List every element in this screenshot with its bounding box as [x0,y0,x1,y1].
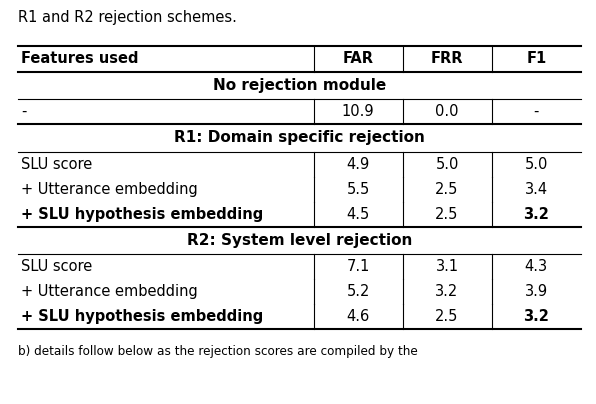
Text: + Utterance embedding: + Utterance embedding [21,181,198,197]
Text: 3.9: 3.9 [524,284,548,299]
Text: 4.6: 4.6 [346,309,370,324]
Text: 2.5: 2.5 [435,181,459,197]
Text: 5.5: 5.5 [346,181,370,197]
Text: 3.2: 3.2 [436,284,459,299]
Text: 2.5: 2.5 [435,206,459,222]
Text: SLU score: SLU score [21,156,93,172]
Text: + Utterance embedding: + Utterance embedding [21,284,198,299]
Text: 3.4: 3.4 [524,181,548,197]
Text: 4.3: 4.3 [524,259,548,274]
Text: + SLU hypothesis embedding: + SLU hypothesis embedding [21,206,263,222]
Text: 3.1: 3.1 [436,259,458,274]
Text: b) details follow below as the rejection scores are compiled by the: b) details follow below as the rejection… [18,345,418,358]
Text: R1 and R2 rejection schemes.: R1 and R2 rejection schemes. [18,10,237,25]
Text: 7.1: 7.1 [346,259,370,274]
Text: R2: System level rejection: R2: System level rejection [187,233,412,248]
Text: 2.5: 2.5 [435,309,459,324]
Text: -: - [21,104,27,119]
Text: 4.9: 4.9 [346,156,370,172]
Text: Features used: Features used [21,51,139,67]
Text: 4.5: 4.5 [346,206,370,222]
Text: R1: Domain specific rejection: R1: Domain specific rejection [174,130,425,145]
Text: 3.2: 3.2 [523,206,550,222]
Text: No rejection module: No rejection module [213,78,386,93]
Text: + SLU hypothesis embedding: + SLU hypothesis embedding [21,309,263,324]
Text: FAR: FAR [343,51,374,67]
Text: 5.0: 5.0 [435,156,459,172]
Text: SLU score: SLU score [21,259,93,274]
Text: 5.2: 5.2 [346,284,370,299]
Text: F1: F1 [526,51,547,67]
Text: 0.0: 0.0 [435,104,459,119]
Text: 3.2: 3.2 [523,309,550,324]
Text: 5.0: 5.0 [524,156,548,172]
Text: FRR: FRR [431,51,463,67]
Text: 10.9: 10.9 [342,104,374,119]
Text: -: - [533,104,539,119]
